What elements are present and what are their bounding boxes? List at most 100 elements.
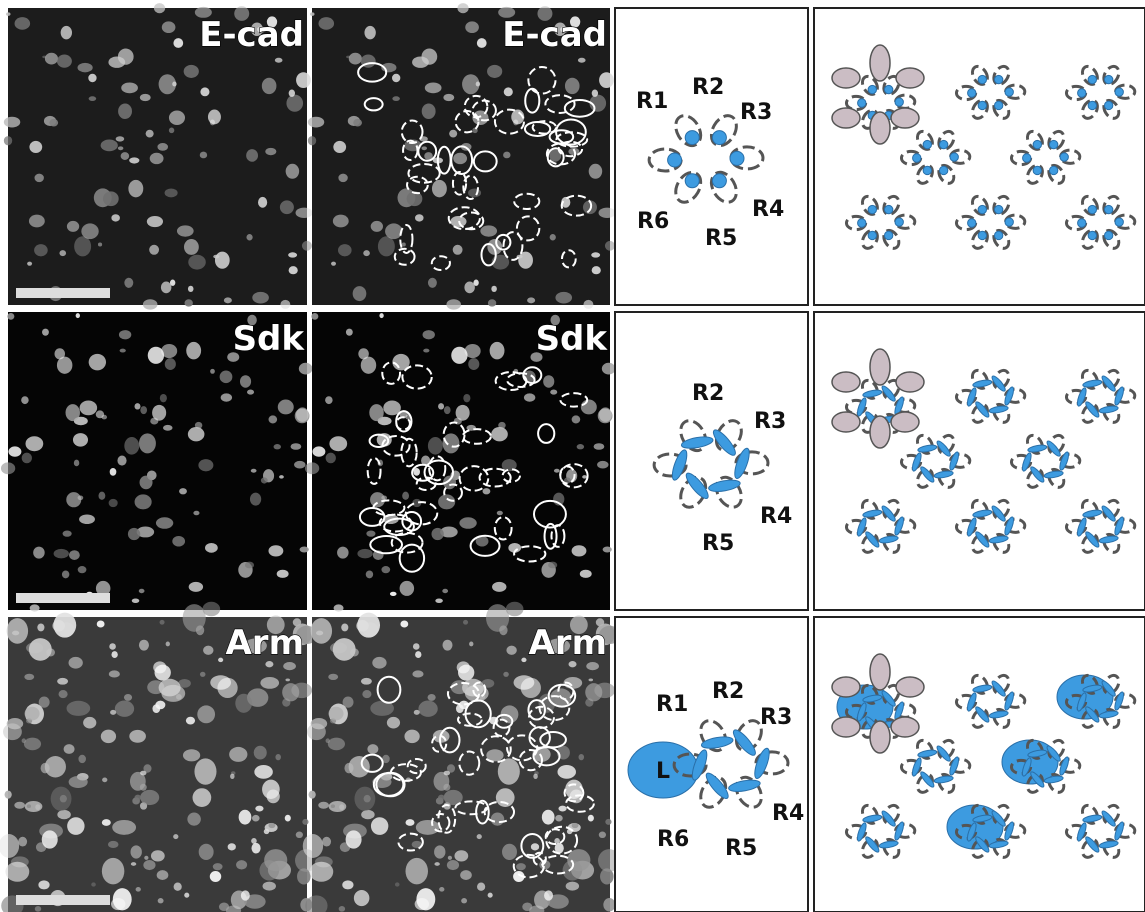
spot — [502, 844, 517, 860]
spot — [64, 744, 75, 754]
spot — [139, 589, 145, 593]
spot — [103, 191, 119, 206]
spot — [38, 880, 49, 889]
spot — [157, 870, 169, 880]
spot — [6, 12, 10, 15]
spot — [300, 547, 309, 553]
grey-cell — [870, 721, 890, 753]
spot — [83, 717, 96, 729]
spot — [59, 690, 68, 698]
spot — [602, 363, 616, 375]
spot — [428, 694, 436, 701]
spot — [286, 164, 300, 179]
blue-spot — [1088, 205, 1096, 213]
region-label: R4 — [760, 504, 792, 529]
spot — [305, 462, 319, 474]
spot — [174, 883, 182, 891]
spot — [333, 215, 349, 228]
spot — [151, 850, 165, 861]
spot — [128, 180, 143, 198]
spot — [245, 562, 254, 569]
spot — [548, 562, 557, 569]
spot — [188, 286, 194, 292]
spot — [61, 26, 72, 40]
spot — [557, 765, 575, 779]
spot — [289, 90, 295, 97]
spot — [57, 678, 68, 685]
spot — [581, 400, 597, 415]
spot — [486, 604, 509, 632]
spot — [184, 239, 199, 255]
spot — [25, 707, 40, 721]
spot — [353, 286, 367, 301]
spot — [543, 375, 554, 388]
spot — [592, 90, 598, 97]
spot — [431, 528, 443, 540]
spot — [371, 221, 383, 232]
spot — [405, 819, 414, 826]
spot — [285, 815, 291, 822]
spot — [102, 858, 124, 884]
spot — [354, 787, 375, 811]
spot — [24, 674, 34, 680]
spot — [35, 804, 40, 810]
spot — [483, 488, 491, 494]
spot — [518, 252, 533, 269]
spot — [262, 78, 277, 94]
spot — [134, 403, 140, 409]
spot — [186, 717, 195, 725]
spot — [453, 245, 463, 255]
spot — [572, 823, 579, 828]
spot — [333, 638, 356, 661]
spot — [463, 394, 470, 402]
spot — [91, 882, 96, 886]
region-label: R6 — [637, 209, 669, 234]
spot — [342, 880, 353, 889]
spot — [183, 749, 200, 761]
blue-spot — [1115, 88, 1123, 96]
spot — [550, 234, 556, 241]
spot — [400, 620, 408, 627]
spot — [521, 658, 526, 662]
spot — [285, 678, 290, 681]
grey-cell — [870, 416, 890, 448]
spot — [27, 262, 32, 266]
spot — [254, 746, 267, 760]
spot — [15, 17, 31, 30]
blue-spot — [1115, 218, 1123, 226]
spot — [250, 493, 261, 506]
image-label: Sdk — [233, 319, 306, 359]
spot — [414, 710, 420, 715]
spot — [308, 117, 324, 128]
blue-spot — [1104, 205, 1112, 213]
spot — [296, 832, 303, 838]
spot — [490, 342, 505, 360]
blue-spot — [1049, 166, 1057, 174]
spot — [241, 890, 250, 900]
spot — [415, 898, 429, 910]
spot — [583, 300, 593, 309]
spot — [366, 530, 375, 536]
spot — [251, 469, 257, 473]
spot — [503, 152, 510, 159]
spot — [140, 784, 147, 791]
spot — [392, 74, 400, 82]
blue-spot — [978, 101, 986, 109]
blue-spot — [895, 218, 903, 226]
spot — [34, 174, 43, 183]
spot — [144, 856, 148, 860]
spot — [585, 683, 602, 701]
spot — [582, 475, 587, 479]
blue-spot — [730, 151, 744, 165]
spot — [124, 278, 133, 288]
spot — [592, 266, 601, 274]
spot — [457, 3, 468, 13]
spot — [465, 21, 479, 33]
spot — [161, 282, 171, 294]
spot — [173, 834, 178, 839]
spot — [131, 845, 142, 858]
spot — [446, 299, 461, 309]
spot — [459, 517, 476, 529]
spot — [477, 38, 487, 48]
spot — [603, 547, 612, 553]
